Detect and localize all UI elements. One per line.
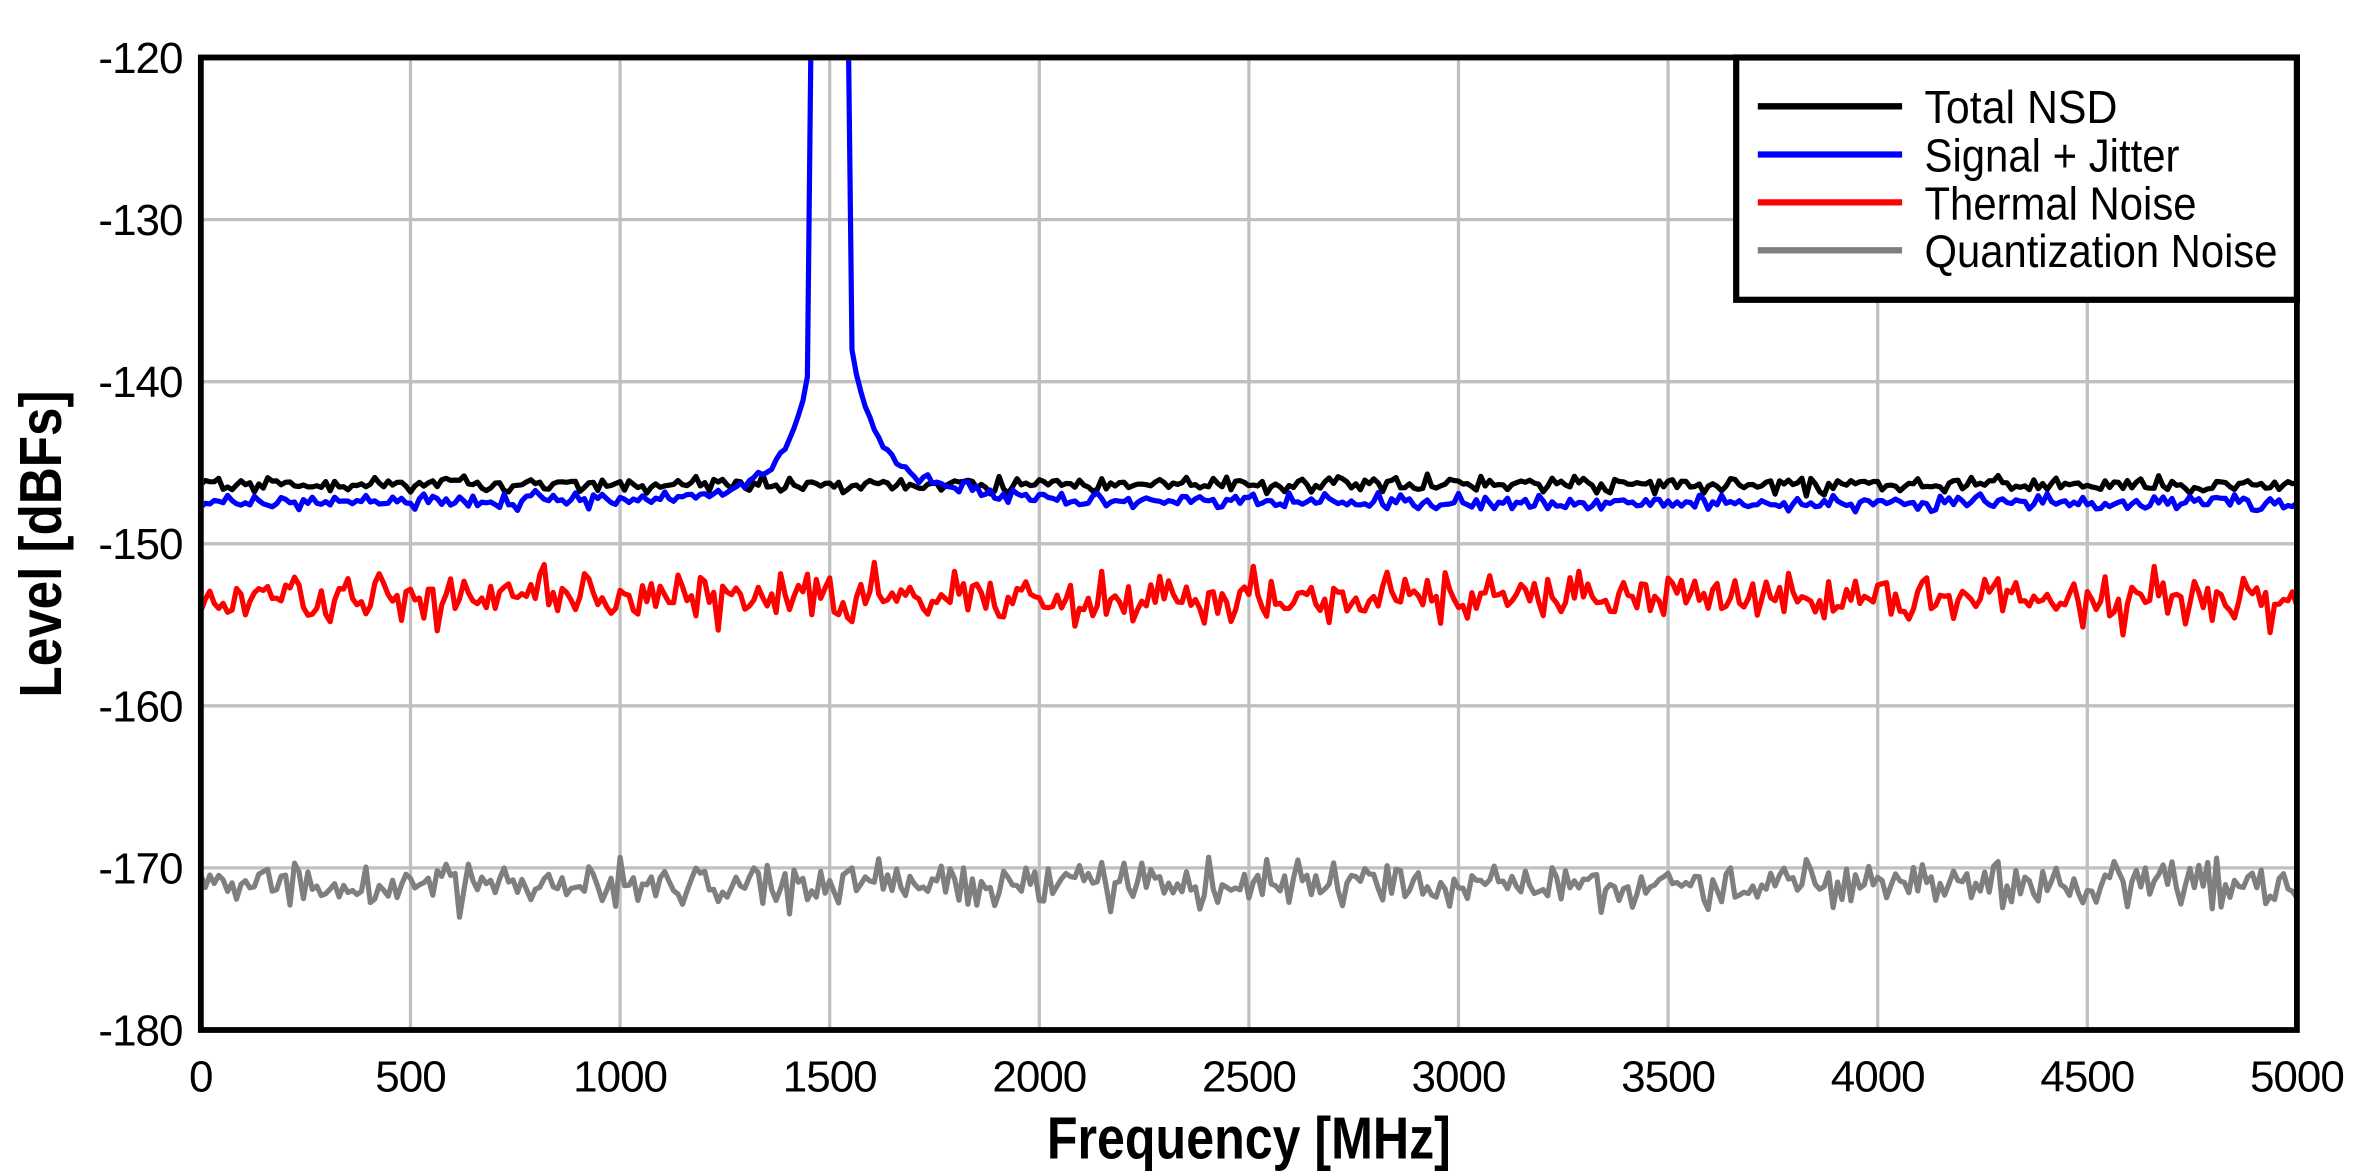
svg-text:Signal + Jitter: Signal + Jitter (1925, 129, 2180, 181)
svg-text:0: 0 (189, 1053, 212, 1102)
svg-text:-140: -140 (98, 358, 182, 407)
svg-text:-170: -170 (98, 844, 182, 893)
svg-text:2500: 2500 (1202, 1053, 1296, 1102)
svg-text:-180: -180 (98, 1007, 182, 1056)
svg-text:Level [dBFs]: Level [dBFs] (8, 391, 74, 698)
svg-text:2000: 2000 (992, 1053, 1086, 1102)
svg-text:500: 500 (375, 1053, 445, 1102)
svg-text:3000: 3000 (1412, 1053, 1506, 1102)
svg-text:Quantization Noise: Quantization Noise (1925, 225, 2278, 277)
svg-text:1500: 1500 (783, 1053, 877, 1102)
svg-text:5000: 5000 (2250, 1053, 2344, 1102)
svg-text:Frequency [MHz]: Frequency [MHz] (1047, 1106, 1451, 1172)
svg-text:1000: 1000 (573, 1053, 667, 1102)
svg-text:-120: -120 (98, 34, 182, 83)
svg-text:3500: 3500 (1621, 1053, 1715, 1102)
svg-text:Thermal Noise: Thermal Noise (1925, 177, 2197, 229)
svg-text:4500: 4500 (2040, 1053, 2134, 1102)
svg-text:-160: -160 (98, 682, 182, 731)
svg-text:Total NSD: Total NSD (1925, 81, 2118, 133)
svg-text:4000: 4000 (1831, 1053, 1925, 1102)
svg-text:-130: -130 (98, 196, 182, 245)
svg-text:-150: -150 (98, 520, 182, 569)
